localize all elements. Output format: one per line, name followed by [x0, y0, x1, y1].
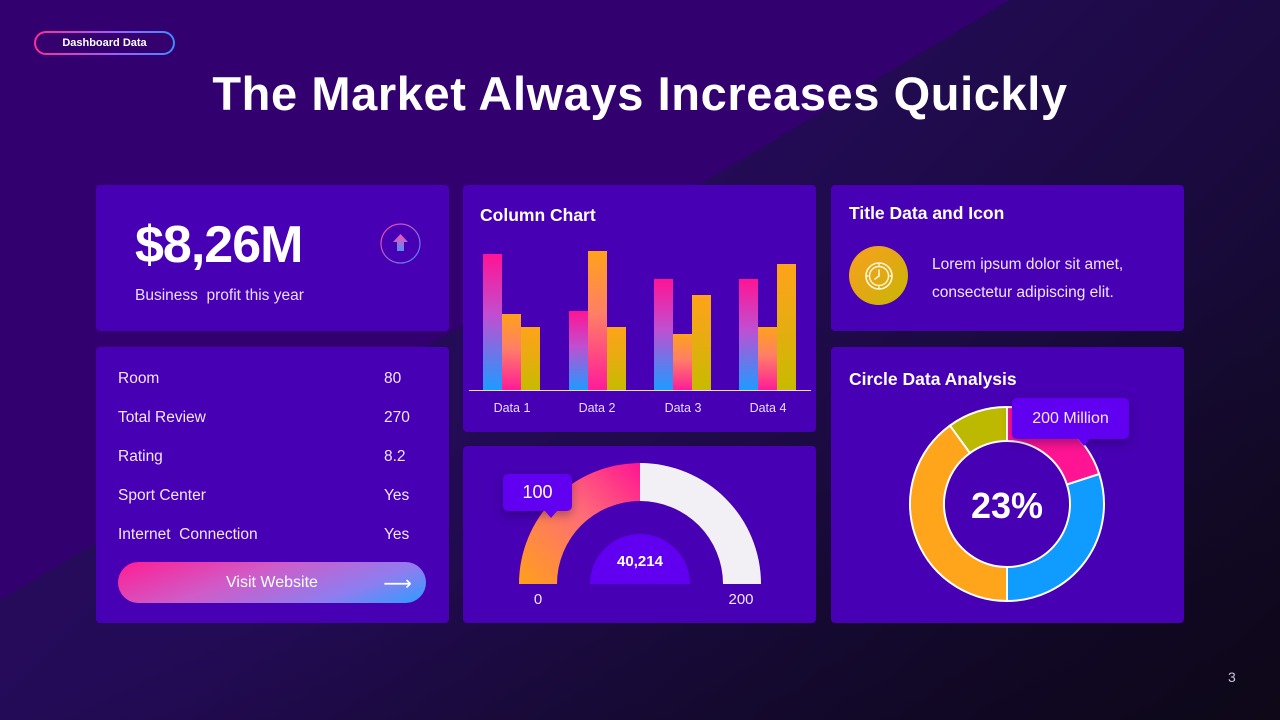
title-data-icon-card: Title Data and Icon Lorem ipsum dolor si…	[831, 185, 1184, 331]
info-key: Total Review	[118, 409, 206, 426]
gauge-min-label: 0	[533, 591, 543, 608]
arrow-up-icon	[380, 223, 421, 264]
page-number: 3	[1228, 669, 1236, 685]
dashboard-tag: Dashboard Data	[34, 31, 175, 55]
bar-data2-series2	[588, 251, 607, 390]
bar-data3-series1	[654, 279, 673, 390]
circle-data-card: Circle Data Analysis 23% 200 Million	[831, 347, 1184, 623]
visit-website-button[interactable]: Visit Website ⟶	[118, 562, 426, 603]
gauge-card: 100 40,214 0 200	[463, 446, 816, 623]
visit-website-label: Visit Website	[226, 573, 318, 591]
bar-data1-series1	[483, 254, 502, 390]
gauge-max-label: 200	[728, 591, 754, 608]
x-label: Data 4	[749, 401, 787, 415]
x-label: Data 3	[664, 401, 702, 415]
info-value: 80	[384, 370, 402, 387]
title-data-icon-text: Lorem ipsum dolor sit amet, consectetur …	[932, 256, 1124, 301]
bar-data2-series3	[607, 327, 626, 390]
bar-data3-series3	[692, 295, 711, 390]
clock-icon	[849, 246, 908, 305]
gauge-center-value: 40,214	[617, 553, 663, 570]
donut-chart	[909, 405, 1105, 603]
info-key: Room	[118, 370, 160, 387]
donut-tooltip: 200 Million	[1012, 398, 1129, 446]
info-key: Internet Connection	[118, 526, 258, 543]
info-value: 8.2	[384, 448, 406, 465]
bar-data1-series2	[502, 314, 521, 390]
bar-data4-series3	[777, 264, 796, 390]
page-title: The Market Always Increases Quickly	[212, 67, 1068, 120]
bar-data2-series1	[569, 311, 588, 390]
bar-data1-series3	[521, 327, 540, 390]
x-axis-line	[469, 390, 811, 391]
bar-data3-series2	[673, 334, 692, 390]
info-key: Sport Center	[118, 487, 206, 504]
circle-data-title: Circle Data Analysis	[849, 369, 1017, 389]
gauge-value-tooltip: 100	[503, 474, 572, 518]
x-label: Data 2	[578, 401, 616, 415]
column-chart-card: Column Chart Data 1 Data 2 Data 3 Data 4	[463, 185, 816, 432]
profit-card: $8,26M Business profit this year	[96, 185, 449, 331]
info-value: Yes	[384, 526, 410, 543]
gauge-chart	[519, 463, 761, 584]
info-card: Room 80 Total Review 270 Rating 8.2 Spor…	[96, 347, 449, 623]
title-data-icon-heading: Title Data and Icon	[849, 203, 1005, 223]
profit-value: $8,26M	[135, 216, 303, 274]
bar-data4-series2	[758, 327, 777, 390]
donut-center-value: 23%	[970, 485, 1044, 526]
column-chart: Data 1 Data 2 Data 3 Data 4	[463, 185, 816, 432]
arrow-right-icon: ⟶	[383, 573, 412, 595]
bar-data4-series1	[739, 279, 758, 390]
column-chart-title: Column Chart	[480, 205, 596, 225]
info-value: Yes	[384, 487, 410, 504]
info-key: Rating	[118, 448, 163, 465]
profit-label: Business profit this year	[135, 287, 304, 304]
dashboard-tag-label: Dashboard Data	[36, 33, 173, 53]
x-label: Data 1	[493, 401, 531, 415]
info-value: 270	[384, 409, 410, 426]
